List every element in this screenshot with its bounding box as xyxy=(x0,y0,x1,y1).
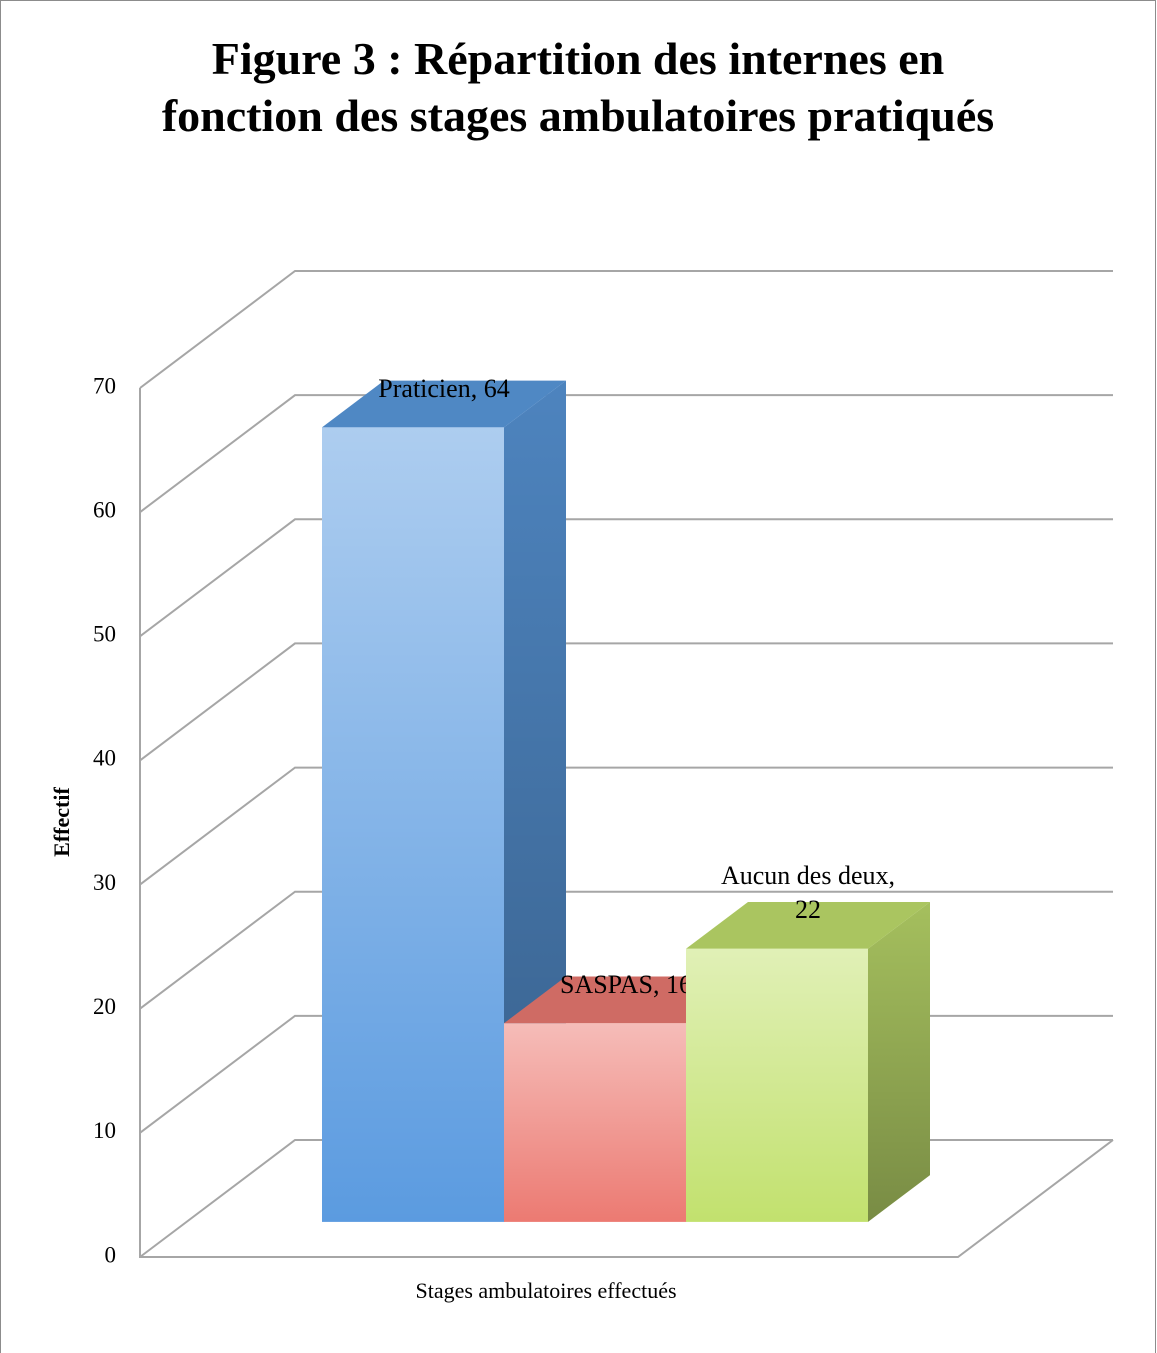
bar-top xyxy=(322,380,566,428)
data-label-wrap: Praticien, 64 xyxy=(354,286,534,406)
data-label: Praticien, 64 xyxy=(378,373,510,403)
y-tick-label: 40 xyxy=(93,746,116,771)
y-tick-label: 20 xyxy=(93,994,116,1019)
data-label: Aucun des deux, 22 xyxy=(720,861,895,925)
grid-line xyxy=(139,642,1113,762)
y-tick-label: 70 xyxy=(93,373,116,398)
bar xyxy=(686,901,930,1222)
y-axis-title: Effectif xyxy=(49,787,74,857)
chart-title-box: Figure 3 : Répartition des internes en f… xyxy=(161,33,995,141)
bar-front-highlight xyxy=(322,427,504,1222)
grid-line xyxy=(139,766,1113,886)
bar-front-highlight xyxy=(504,1023,686,1222)
y-tick-label: 50 xyxy=(93,622,116,647)
y-tick-label: 30 xyxy=(93,870,116,895)
chart-title: Figure 3 : Répartition des internes en f… xyxy=(161,33,995,141)
data-label: SASPAS, 16 xyxy=(559,969,692,999)
data-label-box: Praticien, 64 xyxy=(354,286,534,406)
grid-line xyxy=(139,518,1113,638)
bar xyxy=(322,380,566,1222)
x-axis-title: Stages ambulatoires effectués xyxy=(415,1278,676,1303)
data-label-wrap: SASPAS, 16 xyxy=(536,882,716,1002)
bar-top-shade xyxy=(686,901,930,949)
data-label-wrap: Aucun des deux, 22 xyxy=(718,807,898,927)
data-label-box: Aucun des deux, 22 xyxy=(718,807,898,927)
bar-side-shade xyxy=(868,901,930,1222)
y-tick-label: 60 xyxy=(93,497,116,522)
bar-top-shade xyxy=(322,380,566,428)
data-label-box: SASPAS, 16 xyxy=(536,882,716,1002)
grid-line xyxy=(139,394,1113,513)
y-tick-label: 10 xyxy=(93,1118,116,1143)
bar-front-highlight xyxy=(686,948,868,1222)
bar-top xyxy=(686,901,930,949)
grid-line xyxy=(139,890,1113,1010)
grid-line xyxy=(139,270,1113,389)
floor-edge xyxy=(139,388,1114,1258)
y-tick-label: 0 xyxy=(105,1242,117,1267)
